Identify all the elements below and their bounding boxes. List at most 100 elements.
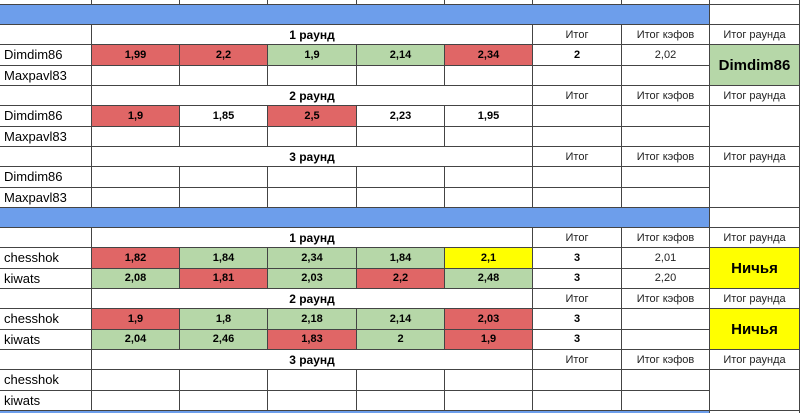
odds-cell <box>92 65 180 86</box>
odds-cell: 2,2 <box>357 268 445 289</box>
total <box>533 126 622 147</box>
round-title: 3 раунд <box>92 147 533 167</box>
cell <box>180 0 268 5</box>
cell <box>445 0 533 5</box>
cell <box>0 0 92 5</box>
odds-cell: 2,14 <box>357 45 445 66</box>
total <box>533 65 622 86</box>
player-name: chesshok <box>0 309 92 330</box>
odds-cell <box>92 167 180 188</box>
round-result <box>710 370 800 411</box>
odds-cell: 1,9 <box>92 309 180 330</box>
player-name: chesshok <box>0 248 92 269</box>
round-title: 1 раунд <box>92 25 533 45</box>
coef-total <box>622 309 710 330</box>
header-label: Итог раунда <box>710 147 800 167</box>
total: 3 <box>533 248 622 269</box>
player-name: Maxpavl83 <box>0 126 92 147</box>
separator <box>0 5 710 25</box>
total <box>533 187 622 208</box>
odds-cell <box>357 126 445 147</box>
odds-cell <box>445 370 533 391</box>
round-title: 2 раунд <box>92 86 533 106</box>
odds-cell: 2,03 <box>268 268 357 289</box>
odds-cell: 2,5 <box>268 106 357 127</box>
odds-cell <box>180 187 268 208</box>
cell <box>0 147 92 167</box>
cell <box>710 208 800 228</box>
coef-total: 2,20 <box>622 268 710 289</box>
odds-cell: 1,99 <box>92 45 180 66</box>
cell <box>710 5 800 25</box>
total: 3 <box>533 329 622 350</box>
cell <box>533 0 622 5</box>
cell <box>268 0 357 5</box>
header-label: Итог кэфов <box>622 289 710 309</box>
total <box>533 390 622 411</box>
separator <box>0 411 710 413</box>
cell <box>92 0 180 5</box>
odds-cell <box>268 370 357 391</box>
odds-cell: 2,03 <box>445 309 533 330</box>
coef-total <box>622 329 710 350</box>
total: 3 <box>533 309 622 330</box>
header-label: Итог раунда <box>710 86 800 106</box>
player-name: kiwats <box>0 390 92 411</box>
cell <box>0 228 92 248</box>
total <box>533 167 622 188</box>
round-result: Dimdim86 <box>710 45 800 86</box>
odds-cell <box>357 390 445 411</box>
round-result: Ничья <box>710 309 800 350</box>
odds-cell <box>268 167 357 188</box>
odds-cell: 2,48 <box>445 268 533 289</box>
odds-cell: 2,18 <box>268 309 357 330</box>
header-label: Итог <box>533 350 622 370</box>
odds-cell: 2,08 <box>92 268 180 289</box>
cell <box>0 86 92 106</box>
odds-cell: 2,04 <box>92 329 180 350</box>
odds-cell <box>92 187 180 208</box>
odds-cell: 2,34 <box>445 45 533 66</box>
header-label: Итог <box>533 25 622 45</box>
coef-total: 2,01 <box>622 248 710 269</box>
coef-total <box>622 106 710 127</box>
odds-cell <box>445 187 533 208</box>
header-label: Итог кэфов <box>622 350 710 370</box>
odds-cell <box>180 126 268 147</box>
round-result <box>710 106 800 147</box>
header-label: Итог <box>533 228 622 248</box>
odds-cell: 2,1 <box>445 248 533 269</box>
odds-cell: 2 <box>357 329 445 350</box>
header-label: Итог раунда <box>710 350 800 370</box>
odds-cell <box>268 390 357 411</box>
odds-cell: 1,85 <box>180 106 268 127</box>
odds-cell <box>180 65 268 86</box>
odds-cell <box>180 370 268 391</box>
odds-cell: 1,9 <box>92 106 180 127</box>
coef-total <box>622 126 710 147</box>
header-label: Итог кэфов <box>622 25 710 45</box>
coef-total <box>622 65 710 86</box>
header-label: Итог <box>533 289 622 309</box>
odds-cell <box>357 65 445 86</box>
odds-cell <box>357 370 445 391</box>
odds-cell: 1,82 <box>92 248 180 269</box>
round-result: Ничья <box>710 248 800 289</box>
odds-cell: 1,81 <box>180 268 268 289</box>
player-name: kiwats <box>0 268 92 289</box>
total <box>533 370 622 391</box>
odds-cell <box>180 167 268 188</box>
cell <box>0 289 92 309</box>
odds-cell: 2,34 <box>268 248 357 269</box>
odds-cell <box>268 187 357 208</box>
odds-cell: 1,84 <box>357 248 445 269</box>
coef-total <box>622 167 710 188</box>
player-name: Dimdim86 <box>0 45 92 66</box>
coef-total <box>622 390 710 411</box>
odds-cell <box>92 370 180 391</box>
coef-total <box>622 187 710 208</box>
cell <box>0 350 92 370</box>
player-name: Dimdim86 <box>0 106 92 127</box>
odds-cell <box>445 390 533 411</box>
round-title: 3 раунд <box>92 350 533 370</box>
